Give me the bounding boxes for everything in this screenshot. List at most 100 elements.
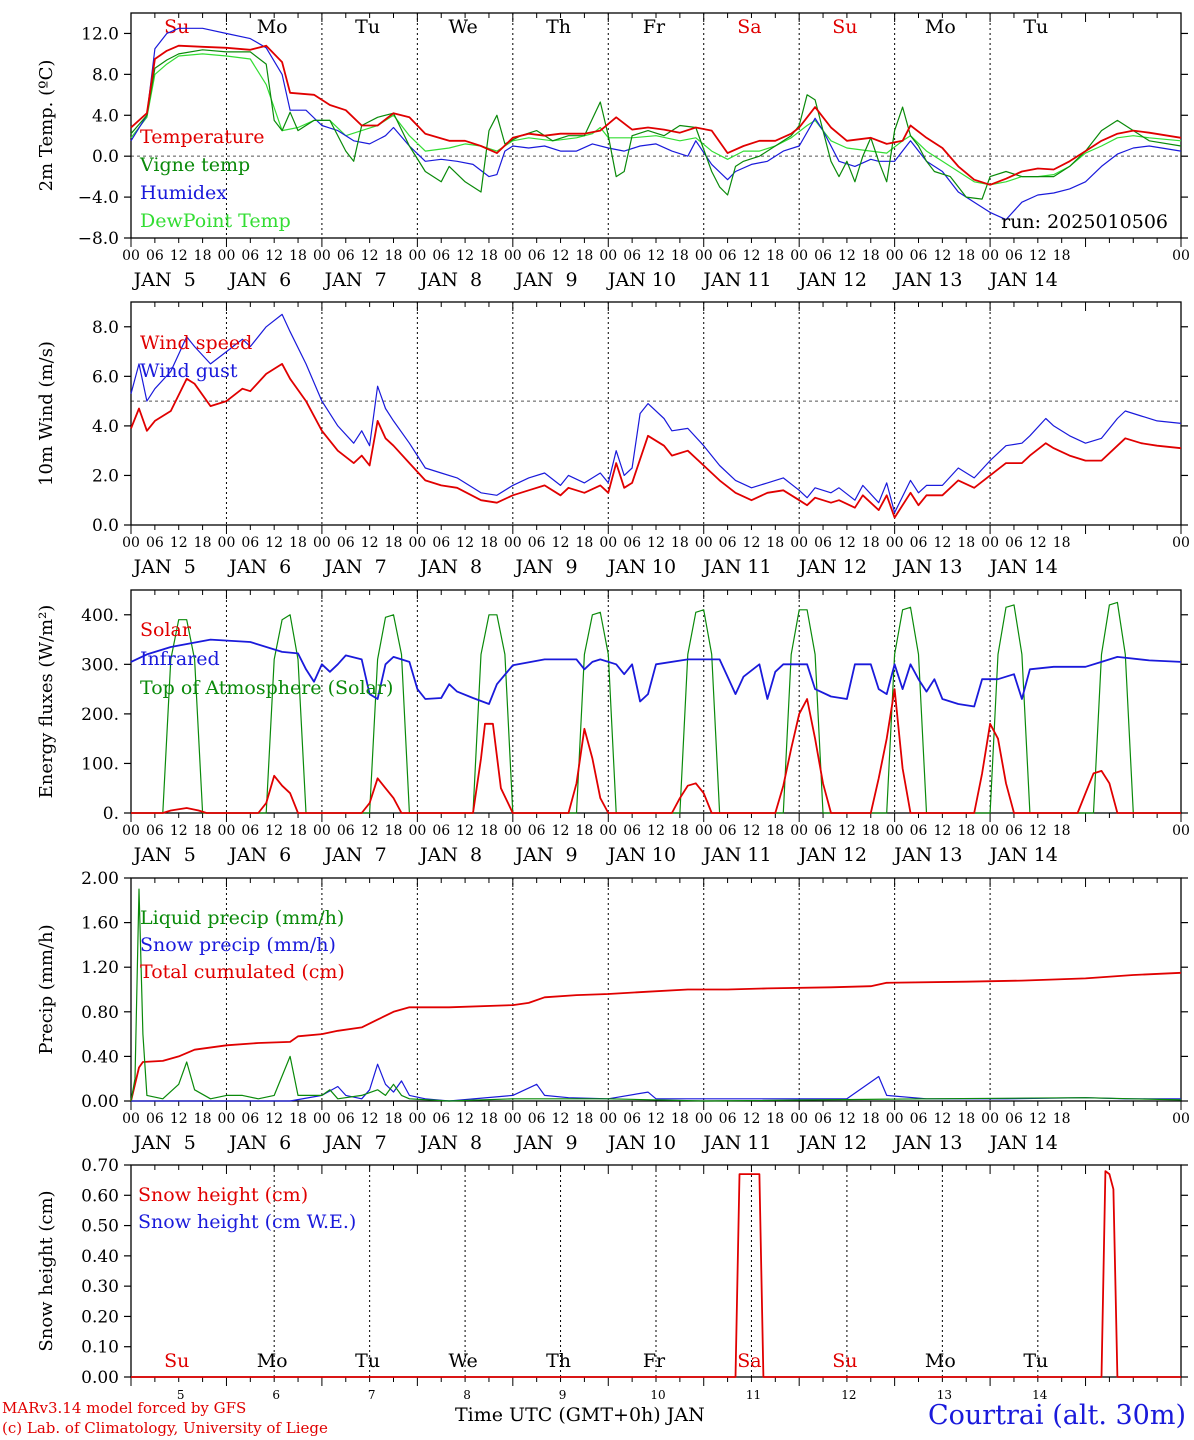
- hour-tick-label: 12: [647, 248, 665, 264]
- legend-entry: Top of Atmosphere (Solar): [140, 677, 393, 699]
- y-tick-label: 0.40: [81, 1247, 119, 1267]
- time-axis-text: Time UTC (GMT+0h): [455, 1404, 661, 1426]
- date-label: JAN 12: [797, 556, 867, 578]
- hour-tick-label: 12: [170, 248, 188, 264]
- hour-tick-label: 06: [1005, 1111, 1023, 1127]
- chart-panel-4: 0.00 0.40 0.80 1.20 1.60 2.00 Precip (mm/h) 00 0…: [36, 869, 1190, 1154]
- hour-tick-label: 18: [862, 823, 880, 839]
- hour-tick-label: 06: [146, 535, 164, 551]
- hour-tick-label: 12: [361, 248, 379, 264]
- series-line: [130, 27, 1182, 221]
- y-tick-label: 0.80: [81, 1003, 119, 1023]
- hour-tick-label: 00: [599, 823, 617, 839]
- hour-tick-label: 18: [385, 1111, 403, 1127]
- day-number-label: 5: [177, 1388, 185, 1402]
- date-label: JAN 7: [323, 269, 387, 291]
- hour-tick-label: 18: [480, 248, 498, 264]
- legend-entry: Snow height (cm W.E.): [138, 1211, 356, 1233]
- hour-tick-label: 00: [790, 823, 808, 839]
- hour-tick-label: 12: [1029, 823, 1047, 839]
- hour-tick-label: 18: [1053, 1111, 1071, 1127]
- series-line: [131, 688, 1181, 814]
- hour-tick-label: 18: [671, 1111, 689, 1127]
- hour-tick-label: 06: [146, 823, 164, 839]
- hour-tick-label: 00: [886, 535, 904, 551]
- hour-tick-label: 00: [504, 823, 522, 839]
- date-label: JAN 12: [797, 844, 867, 866]
- weekday-label: Tu: [1023, 16, 1048, 38]
- hour-tick-label: 06: [337, 535, 355, 551]
- hour-tick-label: 12: [647, 535, 665, 551]
- series-line: [130, 313, 1182, 514]
- y-tick-label: 0.: [103, 804, 119, 824]
- series-line: [131, 601, 1181, 814]
- date-label: JAN 10: [606, 556, 676, 578]
- y-tick-label: 0.10: [81, 1338, 119, 1358]
- hour-tick-label: 06: [623, 535, 641, 551]
- date-label: JAN 5: [132, 269, 196, 291]
- hour-tick-label: 12: [361, 1111, 379, 1127]
- weekday-label: Mo: [925, 16, 956, 38]
- date-label: JAN 8: [418, 269, 482, 291]
- hour-tick-label: 00: [408, 1111, 426, 1127]
- weekday-label: We: [448, 16, 477, 38]
- weekday-label: Su: [832, 16, 857, 38]
- hour-tick-label: 06: [1005, 823, 1023, 839]
- hour-tick-label: 06: [814, 248, 832, 264]
- y-axis-label: 10m Wind (m/s): [36, 341, 57, 486]
- date-label: JAN 11: [701, 556, 771, 578]
- hour-tick-label: 00: [313, 1111, 331, 1127]
- hour-tick-label: 00: [122, 248, 140, 264]
- weekday-label: Tu: [1023, 1350, 1048, 1372]
- y-tick-label: 0.00: [81, 1368, 119, 1388]
- hour-tick-label: 00: [790, 535, 808, 551]
- y-tick-label: 0.00: [81, 1092, 119, 1112]
- date-label: JAN 13: [892, 1132, 962, 1154]
- hour-tick-label: 12: [456, 535, 474, 551]
- hour-tick-label: 00: [886, 1111, 904, 1127]
- chart-panel-5: 0.00 0.10 0.20 0.30 0.40 0.50 0.60 0.70 Snow hei…: [36, 1156, 1188, 1402]
- hour-tick-label: 12: [933, 1111, 951, 1127]
- legend-entry: DewPoint Temp: [140, 210, 291, 232]
- hour-tick-label: 06: [1005, 248, 1023, 264]
- day-number-label: 8: [463, 1388, 471, 1402]
- hour-tick-label: 18: [289, 535, 307, 551]
- hour-tick-label: 06: [241, 1111, 259, 1127]
- hour-tick-label: 00: [981, 248, 999, 264]
- weekday-label: Sa: [737, 1350, 761, 1372]
- hour-tick-label: 00: [1172, 535, 1190, 551]
- y-tick-label: 300.: [81, 655, 119, 675]
- legend-entry: Infrared: [140, 648, 220, 670]
- time-axis-label: Time UTC (GMT+0h) JAN: [455, 1404, 705, 1426]
- series-line: [130, 44, 1182, 186]
- date-label: JAN 13: [892, 269, 962, 291]
- date-label: JAN 13: [892, 844, 962, 866]
- hour-tick-label: 18: [480, 1111, 498, 1127]
- series-line: [130, 53, 1182, 186]
- hour-tick-label: 00: [981, 1111, 999, 1127]
- hour-tick-label: 00: [886, 823, 904, 839]
- date-label: JAN 12: [797, 269, 867, 291]
- y-tick-label: 1.20: [81, 958, 119, 978]
- hour-tick-label: 06: [432, 823, 450, 839]
- hour-tick-label: 18: [289, 823, 307, 839]
- legend-entry: Snow height (cm): [138, 1184, 308, 1206]
- hour-tick-label: 06: [814, 823, 832, 839]
- series-line: [130, 49, 1182, 200]
- day-number-label: 12: [841, 1388, 856, 1402]
- hour-tick-label: 12: [743, 248, 761, 264]
- hour-tick-label: 00: [313, 248, 331, 264]
- hour-tick-label: 18: [1053, 823, 1071, 839]
- weekday-label: Mo: [925, 1350, 956, 1372]
- hour-tick-label: 12: [456, 1111, 474, 1127]
- hour-tick-label: 00: [1172, 1111, 1190, 1127]
- date-label: JAN 14: [988, 556, 1058, 578]
- date-label: JAN 14: [988, 269, 1058, 291]
- legend-entry: Vigne temp: [139, 154, 250, 176]
- hour-tick-label: 06: [146, 248, 164, 264]
- chart-panel-2: 0.0 2.0 4.0 6.0 8.0 10m Wind (m/s) 00 06 12 18 JAN…: [36, 301, 1190, 578]
- hour-tick-label: 00: [122, 823, 140, 839]
- hour-tick-label: 18: [766, 1111, 784, 1127]
- station-name: Courtrai (alt. 30m): [927, 1400, 1186, 1431]
- hour-tick-label: 18: [766, 535, 784, 551]
